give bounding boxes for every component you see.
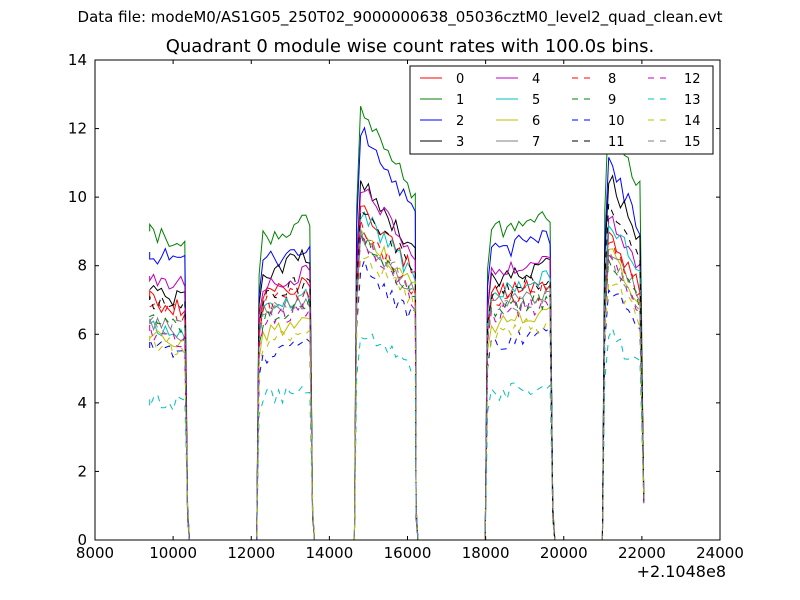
- x-tick-label: 12000: [227, 544, 275, 562]
- x-tick-label: 18000: [462, 544, 510, 562]
- chart-title: Quadrant 0 module wise count rates with …: [165, 36, 655, 57]
- x-tick-label: 16000: [384, 544, 432, 562]
- series-line-15: [149, 232, 645, 541]
- y-tick-label: 8: [77, 257, 87, 275]
- series-line-0: [149, 205, 645, 541]
- series-line-12: [149, 234, 645, 541]
- legend-label-4: 4: [532, 72, 540, 87]
- legend-label-8: 8: [608, 72, 616, 87]
- series-line-3: [149, 174, 645, 541]
- x-axis-offset-label: +2.1048e8: [636, 562, 726, 581]
- legend-label-7: 7: [532, 135, 540, 150]
- y-tick-label: 12: [68, 120, 87, 138]
- series-line-10: [149, 258, 645, 541]
- x-tick-label: 10000: [149, 544, 197, 562]
- legend-label-3: 3: [456, 135, 464, 150]
- series-line-1: [149, 105, 645, 541]
- x-tick-label: 14000: [306, 544, 354, 562]
- y-tick-label: 6: [77, 325, 87, 343]
- legend-label-9: 9: [608, 93, 616, 108]
- series-line-4: [149, 188, 645, 541]
- x-tick-label: 22000: [618, 544, 666, 562]
- x-tick-label: 8000: [76, 544, 114, 562]
- legend-label-10: 10: [608, 114, 625, 129]
- legend-label-15: 15: [684, 135, 701, 150]
- series-line-2: [149, 126, 645, 541]
- series-line-13: [149, 327, 645, 541]
- y-tick-label: 10: [68, 188, 87, 206]
- legend-label-13: 13: [684, 93, 701, 108]
- legend-label-5: 5: [532, 93, 540, 108]
- legend-label-11: 11: [608, 135, 625, 150]
- legend-box: [409, 65, 714, 155]
- series-line-14: [149, 255, 645, 541]
- x-tick-label: 24000: [696, 544, 744, 562]
- legend-label-14: 14: [684, 114, 701, 129]
- figure-suptitle: Data file: modeM0/AS1G05_250T02_90000006…: [77, 8, 723, 26]
- series-line-11: [149, 203, 645, 541]
- y-tick-label: 14: [68, 51, 87, 69]
- legend-label-6: 6: [532, 114, 540, 129]
- series-line-8: [149, 219, 645, 541]
- legend-label-2: 2: [456, 114, 464, 129]
- series-line-6: [149, 229, 645, 541]
- series-line-7: [149, 229, 645, 541]
- x-tick-label: 20000: [540, 544, 588, 562]
- legend-label-0: 0: [456, 72, 464, 87]
- y-tick-label: 0: [77, 531, 87, 549]
- legend-label-12: 12: [684, 72, 701, 87]
- y-tick-label: 2: [77, 462, 87, 480]
- y-tick-label: 4: [77, 394, 87, 412]
- series-line-5: [149, 210, 645, 541]
- legend-label-1: 1: [456, 93, 464, 108]
